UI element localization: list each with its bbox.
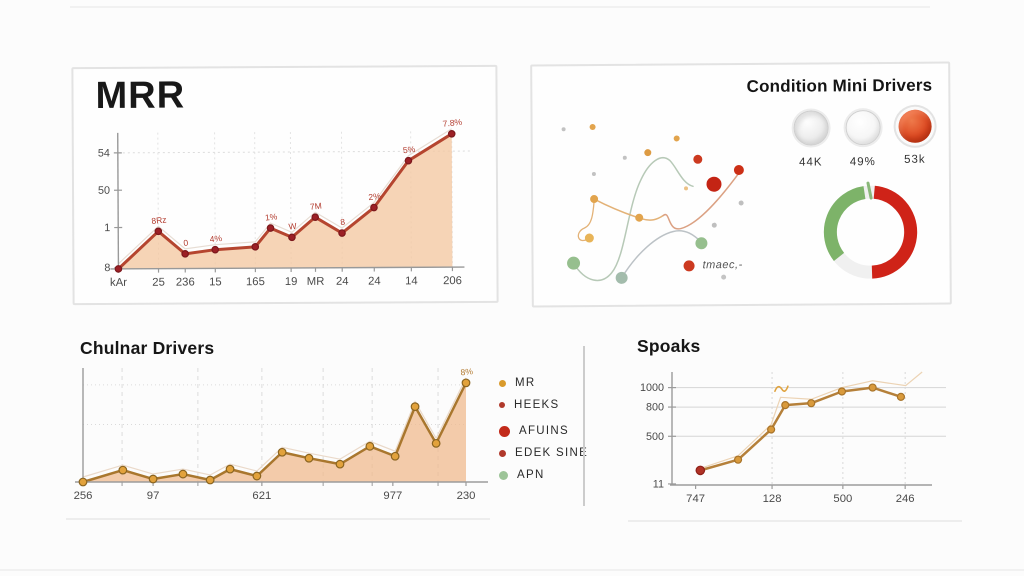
svg-text:236: 236 — [176, 276, 195, 288]
svg-text:7M: 7M — [309, 200, 322, 211]
scatter-legend: tmaec,- — [683, 258, 743, 272]
page-edge-line — [66, 518, 490, 520]
svg-text:50: 50 — [98, 185, 110, 197]
svg-text:165: 165 — [246, 276, 265, 288]
svg-text:621: 621 — [252, 490, 271, 502]
svg-text:230: 230 — [457, 490, 476, 502]
legend-item: APN — [499, 468, 588, 482]
svg-text:8: 8 — [104, 262, 110, 274]
spoaks-title: Spoaks — [637, 336, 701, 356]
legend-item-label: AFUINS — [519, 425, 569, 437]
svg-text:97: 97 — [147, 490, 160, 502]
svg-text:8Rz: 8Rz — [151, 214, 167, 226]
svg-text:11: 11 — [653, 478, 664, 490]
condition-stats: 44K 49% 53k — [789, 109, 935, 169]
svg-text:15: 15 — [209, 276, 222, 288]
legend-dot-icon — [499, 449, 506, 457]
chulnar-area-chart: 256 97 621 977 230 8% — [74, 366, 488, 502]
scatter-legend-label: tmaec,- — [702, 258, 743, 272]
gauge-needle-tick — [866, 181, 873, 200]
legend-item-label: APN — [517, 469, 545, 481]
flow-scatter-chart — [561, 124, 744, 284]
page-edge-line — [628, 520, 962, 522]
svg-text:14: 14 — [405, 275, 418, 287]
mrr-title: MRR — [95, 74, 186, 117]
stat-item: 53k — [893, 109, 935, 168]
gauge-green-arc — [823, 186, 866, 261]
svg-text:206: 206 — [443, 275, 462, 287]
legend-item: AFUINS — [499, 424, 588, 438]
stat-label: 53k — [904, 153, 926, 166]
gauge-red-arc — [871, 185, 918, 279]
stat-item: 44K — [789, 110, 831, 169]
spoaks-line-chart: 1000 800 500 11 747 128 500 246 — [640, 371, 946, 505]
stat-item: 49% — [841, 110, 883, 168]
svg-text:246: 246 — [896, 493, 915, 505]
svg-text:kAr: kAr — [110, 277, 127, 289]
svg-text:1%: 1% — [264, 211, 278, 222]
svg-text:0: 0 — [183, 238, 189, 248]
section-divider — [583, 346, 585, 506]
svg-text:19: 19 — [285, 276, 298, 288]
page-edge-line — [0, 569, 1024, 571]
legend-item: HEEKS — [499, 398, 588, 412]
gauge-donut — [823, 181, 918, 279]
svg-text:25: 25 — [152, 277, 165, 289]
svg-text:1: 1 — [104, 222, 110, 234]
stat-label: 44K — [799, 156, 823, 169]
svg-text:2%: 2% — [368, 191, 382, 202]
svg-text:256: 256 — [74, 490, 93, 502]
svg-text:5%: 5% — [402, 144, 416, 155]
stat-label: 49% — [849, 156, 876, 169]
legend-dot-icon — [499, 379, 506, 387]
legend-item: MR — [499, 376, 588, 390]
svg-text:MR: MR — [307, 276, 325, 288]
svg-text:8: 8 — [340, 217, 346, 227]
svg-text:24: 24 — [368, 276, 381, 288]
page-edge-line — [70, 6, 930, 8]
svg-text:54: 54 — [98, 147, 110, 159]
indicator-circle-3-active[interactable] — [897, 109, 932, 143]
svg-text:977: 977 — [383, 490, 402, 502]
indicator-circle-2[interactable] — [844, 110, 881, 146]
legend-dot-icon — [499, 470, 508, 480]
chulnar-legend: MR HEEKS AFUINS EDEK SINE APN — [499, 376, 588, 482]
svg-text:24: 24 — [336, 276, 349, 288]
legend-item: EDEK SINE — [499, 446, 588, 460]
svg-text:747: 747 — [686, 493, 705, 505]
legend-red-dot-icon — [683, 259, 695, 271]
indicator-circle-1[interactable] — [792, 110, 829, 146]
svg-text:W: W — [288, 221, 297, 232]
svg-text:4%: 4% — [209, 233, 223, 244]
svg-text:500: 500 — [833, 493, 852, 505]
svg-text:500: 500 — [646, 431, 664, 443]
legend-item-label: HEEKS — [514, 399, 560, 411]
svg-text:7.8%: 7.8% — [442, 117, 463, 129]
legend-item-label: EDEK SINE — [515, 447, 589, 459]
chulnar-title: Chulnar Drivers — [80, 338, 215, 358]
legend-dot-icon — [499, 425, 510, 437]
svg-text:1000: 1000 — [640, 382, 664, 394]
legend-item-label: MR — [515, 377, 536, 389]
condition-title: Condition Mini Drivers — [746, 75, 933, 96]
panel-mrr: MRR 54 50 1 8 kAr 25 236 15 165 19 MR 24 24 14 206 8Rz 0… — [71, 64, 499, 306]
svg-text:800: 800 — [646, 402, 664, 414]
svg-text:8%: 8% — [460, 366, 474, 377]
svg-text:128: 128 — [763, 493, 782, 505]
legend-dot-icon — [499, 402, 505, 408]
panel-condition: Condition Mini Drivers tmaec,- 44K 49% 5… — [530, 61, 952, 308]
